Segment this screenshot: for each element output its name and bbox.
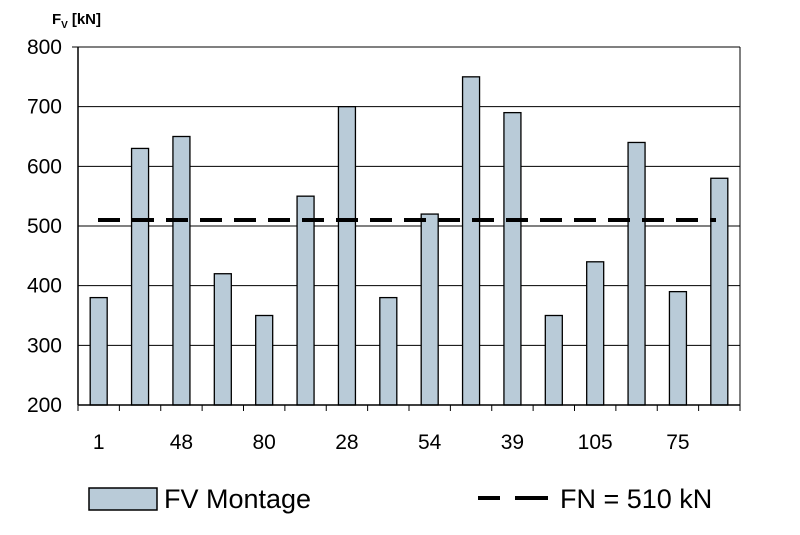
axes: [72, 46, 741, 411]
y-tick-label-800: 800: [27, 36, 62, 59]
bar-13: [586, 261, 605, 406]
x-tick-label-1: 1: [93, 431, 105, 454]
y-tick-label-500: 500: [27, 215, 62, 238]
y-tick-label-600: 600: [27, 155, 62, 178]
bar-4: [213, 273, 232, 406]
x-tick-label-75: 75: [666, 431, 689, 454]
bar-14: [627, 141, 646, 406]
y-tick-label-300: 300: [27, 334, 62, 357]
bar-16: [710, 177, 729, 406]
bar-12: [544, 314, 563, 406]
y-tick-label-400: 400: [27, 275, 62, 298]
legend: FV Montage FN = 510 kN: [88, 484, 712, 514]
bar-1: [89, 296, 108, 406]
bar-7: [337, 106, 357, 406]
legend-label-fv-montage: FV Montage: [164, 484, 311, 514]
bar-10: [461, 76, 481, 406]
bar-6: [296, 195, 315, 406]
bar-3: [172, 135, 191, 406]
x-tick-label-54: 54: [418, 431, 442, 454]
y-axis-label: FV [kN]: [52, 11, 101, 31]
y-tick-labels: 200 300 400 500 600 700 800: [27, 36, 62, 417]
legend-swatch-fv-montage: [88, 487, 158, 511]
x-tick-label-39: 39: [501, 431, 524, 454]
bar-15: [668, 290, 688, 406]
y-tick-label-200: 200: [27, 394, 62, 417]
x-tick-label-28: 28: [335, 431, 358, 454]
legend-label-fn: FN = 510 kN: [560, 484, 712, 514]
x-tick-label-48: 48: [170, 431, 193, 454]
x-tick-labels: 1 48 80 28 54 39 105 75: [93, 431, 690, 454]
bars: [89, 76, 729, 406]
bar-2: [130, 147, 150, 406]
y-tick-label-700: 700: [27, 96, 62, 119]
bar-8: [379, 296, 398, 406]
bar-5: [255, 314, 274, 406]
bar-11: [503, 111, 522, 406]
x-tick-label-80: 80: [253, 431, 276, 454]
x-tick-label-105: 105: [578, 431, 613, 454]
bar-9: [420, 213, 439, 406]
